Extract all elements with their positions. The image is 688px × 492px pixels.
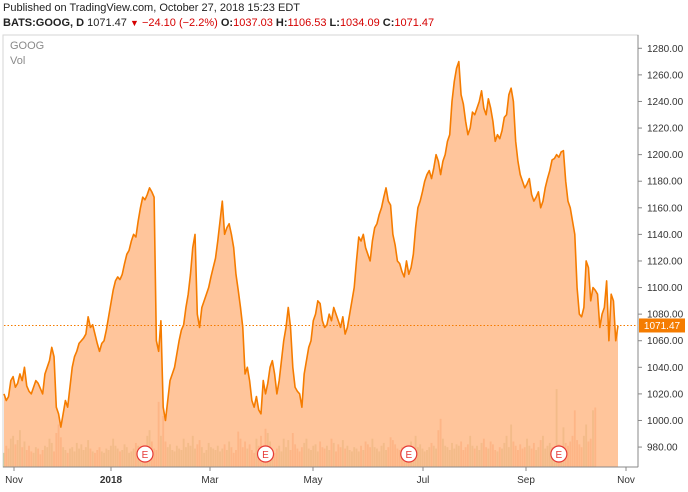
low-label: L: [329,17,340,29]
y-tick-label: 1100.00 [647,283,683,294]
open-value: 1037.03 [233,17,273,29]
price-area-fill [4,61,618,467]
y-tick-label: 1060.00 [647,336,684,347]
last-price-badge: 1071.47 [4,318,685,333]
earnings-marker[interactable]: E [136,445,154,463]
y-tick-label: 1040.00 [647,363,684,374]
ohlc-header: BATS:GOOG, D 1071.47 ▼ −24.10 (−2.2%) O:… [3,17,434,29]
y-tick-label: 1020.00 [647,389,684,400]
y-tick-label: 1240.00 [647,97,684,108]
legend-volume: Vol [10,55,25,67]
close-label: C: [382,17,395,29]
change-value: −24.10 (−2.2%) [141,17,218,29]
earnings-label: E [142,450,149,461]
close-value: 1071.47 [394,17,435,29]
earnings-label: E [262,450,269,461]
earnings-label: E [405,450,412,461]
published-note: Published on TradingView.com, October 27… [3,2,300,14]
earnings-circle [136,445,154,463]
earnings-circle [400,445,418,463]
high-value: 1106.53 [287,17,327,29]
x-tick-label: Sep [517,475,535,486]
earnings-label: E [556,450,563,461]
earnings-circle [550,445,568,463]
x-tick-label: Nov [617,475,635,486]
price-area [3,60,619,467]
price-line [3,60,619,428]
x-tick-label: 2018 [100,475,123,486]
x-axis: Nov 2018 Mar May Jul Sep Nov [5,467,635,486]
y-axis: 1280.00 1260.00 1240.00 1220.00 1200.00 1180.… [638,44,684,454]
y-tick-label: 1280.00 [647,44,684,55]
legend-symbol: GOOG [10,40,44,52]
y-tick-label: 1180.00 [647,177,683,188]
earnings-circle [256,445,275,463]
open-label: O: [220,17,234,29]
y-tick-label: 1260.00 [647,70,684,81]
down-triangle-icon: ▼ [129,18,139,28]
y-tick-label: 1220.00 [647,124,684,135]
x-tick-label: Jul [417,475,430,486]
y-tick-label: 1080.00 [647,310,684,321]
x-tick-label: Mar [201,475,219,486]
y-tick-label: 1140.00 [647,230,683,241]
earnings-marker[interactable]: E [400,445,418,463]
high-label: H: [275,17,288,29]
y-tick-label: 980.00 [647,443,678,454]
y-tick-label: 1000.00 [647,416,684,427]
low-value: 1034.09 [339,17,380,29]
last-price: 1071.47 [87,17,127,29]
last-price-label: 1071.47 [644,321,681,332]
earnings-marker[interactable]: E [256,445,275,463]
y-tick-label: 1160.00 [647,203,683,214]
x-tick-label: Nov [5,475,23,486]
x-tick-label: May [304,475,323,486]
earnings-marker[interactable]: E [550,445,568,463]
y-tick-label: 1120.00 [647,256,683,267]
symbol-label: BATS:GOOG, D [3,17,85,29]
last-price-box [639,318,685,333]
y-tick-label: 1200.00 [647,150,684,161]
